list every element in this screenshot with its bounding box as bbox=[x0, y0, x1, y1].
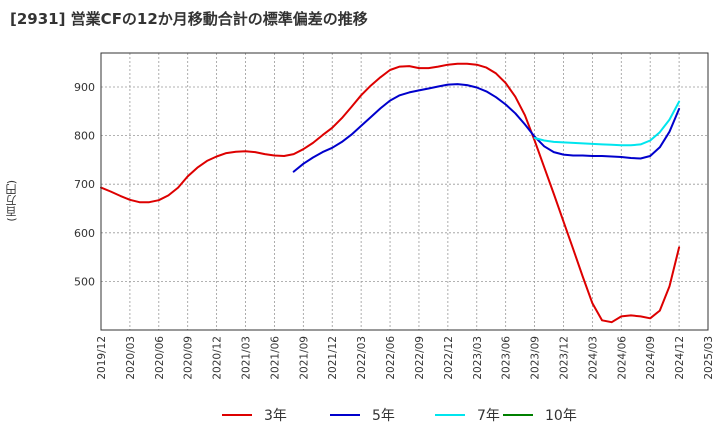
legend-label: 10年 bbox=[545, 408, 577, 424]
legend: 3年 5年 7年 10年 bbox=[222, 408, 577, 424]
legend-label: 7年 bbox=[477, 408, 500, 424]
x-tick-label: 2023/06 bbox=[501, 336, 513, 380]
x-tick-label: 2022/03 bbox=[356, 336, 368, 380]
x-tick-label: 2021/03 bbox=[241, 336, 253, 380]
y-tick-label: 900 bbox=[74, 81, 95, 94]
x-tick-label: 2021/06 bbox=[269, 336, 281, 380]
x-tick-label: 2022/09 bbox=[414, 336, 426, 380]
x-tick-label: 2020/12 bbox=[212, 336, 224, 380]
x-tick-label: 2024/06 bbox=[616, 336, 628, 380]
y-tick-label: 700 bbox=[74, 178, 95, 191]
y-tick-label: 500 bbox=[74, 275, 95, 288]
x-tick-label: 2023/12 bbox=[558, 336, 570, 380]
x-tick-label: 2019/12 bbox=[96, 336, 108, 380]
legend-label: 5年 bbox=[372, 408, 395, 424]
grid-lines bbox=[100, 53, 709, 330]
y-tick-labels: 500 600 700 800 900 bbox=[74, 81, 95, 288]
series-line-7年 bbox=[533, 100, 681, 147]
x-tick-label: 2024/03 bbox=[587, 336, 599, 380]
series-line-3年 bbox=[100, 62, 681, 324]
x-tick-label: 2023/09 bbox=[530, 336, 542, 380]
x-tick-label: 2020/03 bbox=[125, 336, 137, 380]
x-tick-label: 2024/12 bbox=[674, 336, 686, 380]
x-tick-label: 2022/12 bbox=[443, 336, 455, 380]
x-tick-label: 2022/06 bbox=[385, 336, 397, 380]
x-tick-label: 2023/03 bbox=[472, 336, 484, 380]
x-tick-label: 2024/09 bbox=[645, 336, 657, 380]
legend-label: 3年 bbox=[264, 408, 287, 424]
series-line-5年 bbox=[292, 83, 681, 173]
chart-title: [2931] 営業CFの12か月移動合計の標準偏差の推移 bbox=[10, 10, 368, 28]
plot-frame bbox=[100, 52, 709, 331]
x-tick-label: 2021/12 bbox=[327, 336, 339, 380]
y-tick-label: 600 bbox=[74, 227, 95, 240]
y-tick-label: 800 bbox=[74, 130, 95, 143]
series-lines bbox=[100, 62, 681, 324]
x-tick-label: 2025/03 bbox=[703, 336, 715, 380]
x-tick-label: 2021/09 bbox=[298, 336, 310, 380]
x-tick-labels: 2019/12 2020/03 2020/06 2020/09 2020/12 2021/… bbox=[96, 336, 715, 380]
x-tick-label: 2020/06 bbox=[154, 336, 166, 380]
x-tick-label: 2020/09 bbox=[183, 336, 195, 380]
